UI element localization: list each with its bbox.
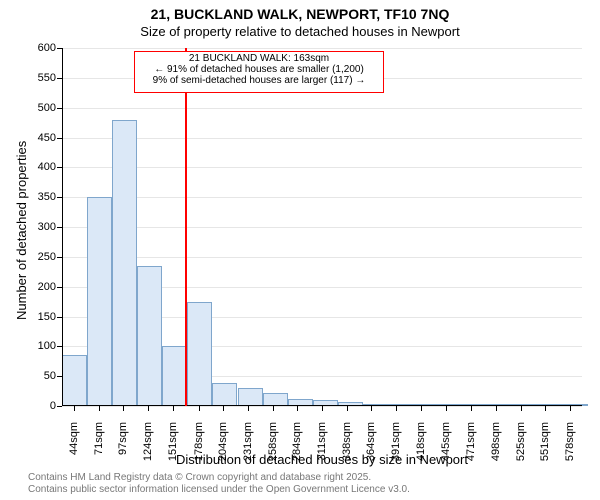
ytick-label: 50: [22, 370, 56, 382]
ytick-label: 600: [22, 42, 56, 54]
x-axis-line: [62, 405, 582, 406]
xtick-mark: [570, 406, 571, 411]
y-axis-line: [62, 48, 63, 406]
xtick-mark: [123, 406, 124, 411]
xtick-label: 445sqm: [440, 422, 452, 470]
annotation-line: 21 BUCKLAND WALK: 163sqm: [137, 53, 381, 64]
xtick-mark: [148, 406, 149, 411]
ytick-label: 100: [22, 340, 56, 352]
title-line2: Size of property relative to detached ho…: [0, 24, 600, 39]
ytick-label: 450: [22, 132, 56, 144]
ytick-mark: [57, 406, 62, 407]
histogram-bar: [87, 197, 112, 406]
xtick-label: 551sqm: [539, 422, 551, 470]
xtick-label: 525sqm: [515, 422, 527, 470]
xtick-mark: [446, 406, 447, 411]
gridline: [62, 257, 582, 258]
ytick-label: 400: [22, 161, 56, 173]
ytick-label: 250: [22, 251, 56, 263]
xtick-mark: [347, 406, 348, 411]
plot-area: 05010015020025030035040045050055060044sq…: [62, 48, 582, 406]
xtick-label: 364sqm: [365, 422, 377, 470]
xtick-label: 311sqm: [316, 422, 328, 470]
xtick-mark: [545, 406, 546, 411]
gridline: [62, 108, 582, 109]
xtick-mark: [521, 406, 522, 411]
xtick-mark: [273, 406, 274, 411]
property-marker-line: [185, 48, 187, 406]
xtick-label: 231sqm: [242, 422, 254, 470]
xtick-label: 151sqm: [167, 422, 179, 470]
footer-line2: Contains public sector information licen…: [28, 484, 410, 495]
ytick-label: 350: [22, 191, 56, 203]
xtick-mark: [322, 406, 323, 411]
ytick-label: 300: [22, 221, 56, 233]
histogram-bar: [187, 302, 212, 406]
xtick-mark: [223, 406, 224, 411]
gridline: [62, 48, 582, 49]
xtick-label: 338sqm: [341, 422, 353, 470]
xtick-label: 284sqm: [291, 422, 303, 470]
xtick-label: 124sqm: [142, 422, 154, 470]
gridline: [62, 138, 582, 139]
xtick-label: 471sqm: [465, 422, 477, 470]
title-line1: 21, BUCKLAND WALK, NEWPORT, TF10 7NQ: [0, 6, 600, 22]
ytick-label: 0: [22, 400, 56, 412]
xtick-mark: [371, 406, 372, 411]
xtick-mark: [173, 406, 174, 411]
ytick-label: 150: [22, 311, 56, 323]
footer-line1: Contains HM Land Registry data © Crown c…: [28, 472, 371, 483]
xtick-label: 178sqm: [193, 422, 205, 470]
xtick-label: 418sqm: [415, 422, 427, 470]
gridline: [62, 197, 582, 198]
gridline: [62, 167, 582, 168]
xtick-mark: [396, 406, 397, 411]
ytick-label: 200: [22, 281, 56, 293]
xtick-mark: [496, 406, 497, 411]
ytick-label: 500: [22, 102, 56, 114]
xtick-mark: [421, 406, 422, 411]
xtick-label: 498sqm: [490, 422, 502, 470]
histogram-bar: [112, 120, 137, 406]
xtick-label: 258sqm: [267, 422, 279, 470]
ytick-label: 550: [22, 72, 56, 84]
xtick-mark: [471, 406, 472, 411]
histogram-bar: [137, 266, 162, 406]
xtick-label: 578sqm: [564, 422, 576, 470]
histogram-bar: [238, 388, 263, 406]
histogram-bar: [62, 355, 87, 406]
annotation-line: 9% of semi-detached houses are larger (1…: [137, 75, 381, 86]
xtick-mark: [99, 406, 100, 411]
xtick-label: 391sqm: [390, 422, 402, 470]
xtick-mark: [199, 406, 200, 411]
xtick-mark: [74, 406, 75, 411]
histogram-bar: [212, 383, 237, 406]
xtick-label: 44sqm: [68, 422, 80, 470]
annotation-line: ← 91% of detached houses are smaller (1,…: [137, 64, 381, 75]
xtick-mark: [297, 406, 298, 411]
xtick-mark: [248, 406, 249, 411]
gridline: [62, 227, 582, 228]
annotation-box: 21 BUCKLAND WALK: 163sqm← 91% of detache…: [134, 51, 384, 93]
xtick-label: 97sqm: [117, 422, 129, 470]
xtick-label: 71sqm: [93, 422, 105, 470]
xtick-label: 204sqm: [217, 422, 229, 470]
